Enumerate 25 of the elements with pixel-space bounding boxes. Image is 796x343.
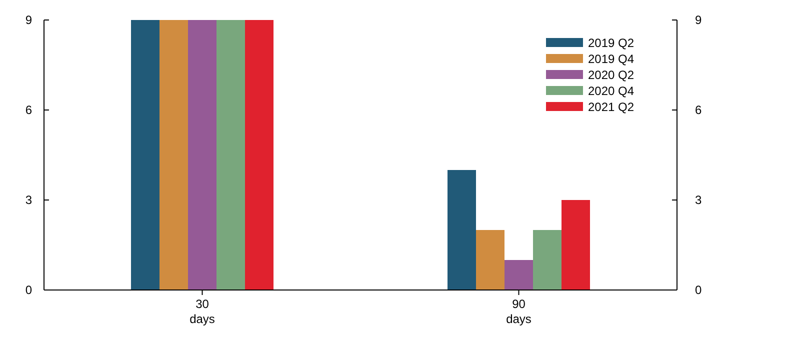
bar [533, 230, 562, 290]
y2-tick-label: 9 [695, 13, 702, 28]
bar [188, 20, 216, 290]
legend-label: 2021 Q2 [588, 100, 634, 114]
legend-label: 2019 Q4 [588, 52, 634, 66]
bar [476, 230, 504, 290]
x-tick-label: 90 days [506, 297, 532, 326]
y-tick-label: 9 [25, 13, 32, 28]
bar [245, 20, 274, 290]
bar [160, 20, 188, 290]
legend-label: 2019 Q2 [588, 36, 634, 50]
y2-tick-label: 0 [695, 283, 702, 298]
x-tick-label: 30 days [190, 297, 215, 326]
y-tick-label: 3 [25, 193, 32, 208]
bar [562, 200, 590, 290]
bar [216, 20, 245, 290]
bar [131, 20, 160, 290]
y2-tick-label: 3 [695, 193, 702, 208]
y-tick-label: 0 [25, 283, 32, 298]
bar [448, 170, 476, 290]
legend-label: 2020 Q2 [588, 68, 634, 82]
y2-tick-label: 6 [695, 103, 702, 118]
bar [504, 260, 533, 290]
y-tick-label: 6 [25, 103, 32, 118]
legend-label: 2020 Q4 [588, 84, 634, 98]
